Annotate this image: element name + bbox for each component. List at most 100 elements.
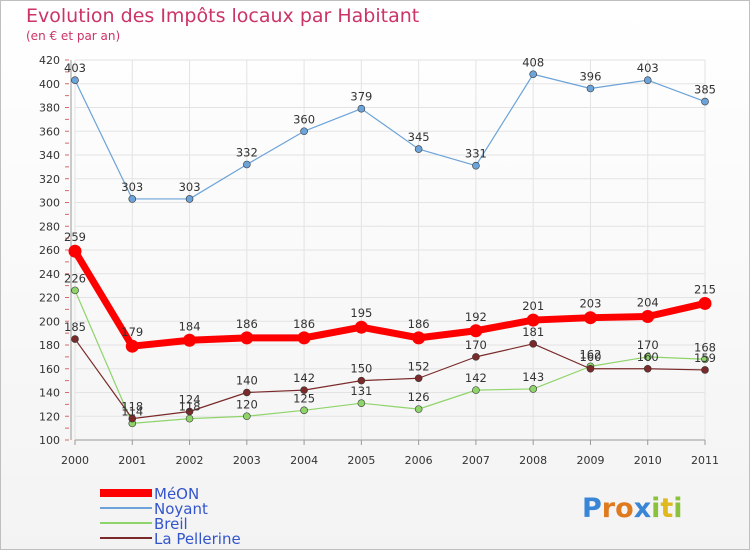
y-tick-label: 180 — [39, 339, 60, 352]
x-tick-label: 2004 — [290, 454, 318, 467]
data-label: 150 — [350, 362, 372, 376]
data-point — [300, 386, 308, 394]
data-point — [183, 333, 197, 347]
y-tick-label: 420 — [39, 54, 60, 67]
proxiti-logo: Proxiti — [582, 493, 683, 524]
logo-letter: i — [673, 493, 682, 524]
data-label: 186 — [408, 317, 430, 331]
data-label: 126 — [408, 390, 430, 404]
data-point — [701, 97, 709, 106]
chart-subtitle: (en € et par an) — [26, 29, 120, 43]
data-point — [643, 76, 652, 84]
data-point — [472, 386, 480, 394]
y-tick-label: 400 — [39, 78, 60, 91]
data-point — [71, 76, 79, 84]
series-line — [74, 73, 706, 200]
data-point — [240, 331, 254, 345]
data-label: 170 — [465, 338, 487, 352]
data-point — [586, 84, 595, 93]
data-point — [243, 160, 251, 169]
data-point — [414, 145, 423, 153]
x-tick-label: 2007 — [462, 454, 490, 467]
data-point — [472, 161, 480, 170]
logo-letter: P — [582, 493, 602, 524]
data-point — [243, 412, 251, 421]
data-label: 195 — [350, 306, 372, 320]
data-point — [414, 405, 423, 413]
series-breil — [71, 286, 709, 428]
legend-label: La Pellerine — [154, 530, 241, 548]
x-tick-label: 2009 — [576, 454, 604, 467]
data-label: 181 — [522, 325, 544, 339]
data-point — [125, 339, 139, 353]
data-label: 203 — [579, 297, 601, 311]
series-la-pellerine — [71, 335, 709, 423]
data-point — [185, 407, 194, 416]
y-tick-label: 220 — [39, 292, 60, 305]
data-label: 162 — [579, 347, 601, 361]
data-label: 114 — [121, 404, 143, 418]
data-label: 396 — [579, 70, 601, 84]
x-tick-label: 2006 — [405, 454, 433, 467]
data-label: 332 — [236, 146, 258, 160]
data-label: 303 — [179, 180, 201, 194]
data-label: 184 — [179, 319, 201, 333]
x-tick-label: 2002 — [176, 454, 204, 467]
data-point — [641, 310, 655, 323]
logo-letter: t — [660, 493, 673, 524]
data-point — [128, 414, 137, 423]
data-point — [185, 414, 194, 423]
y-tick-label: 340 — [39, 149, 60, 162]
legend-label: MéON — [154, 485, 199, 503]
data-label: 160 — [579, 350, 601, 364]
data-label: 215 — [694, 282, 716, 296]
data-label: 201 — [522, 299, 544, 313]
data-point — [529, 385, 537, 393]
data-label: 385 — [694, 83, 716, 97]
x-tick-label: 2011 — [691, 454, 719, 467]
data-label: 192 — [465, 310, 487, 324]
data-point — [643, 364, 652, 373]
logo-letter: x — [634, 493, 651, 524]
data-point — [68, 244, 82, 258]
data-label: 186 — [236, 317, 258, 331]
y-tick-label: 160 — [39, 363, 60, 376]
logo-letter: o — [615, 493, 634, 524]
data-point — [185, 195, 194, 203]
data-point — [414, 374, 423, 383]
grid — [74, 59, 706, 441]
logo-letter: r — [602, 493, 616, 524]
data-point — [243, 388, 251, 397]
data-point — [586, 364, 595, 373]
data-label: 160 — [637, 350, 659, 364]
axes: 100 120 140 160 180 200 220 240 260 280 300 320 340 3… — [39, 54, 719, 467]
data-label: 140 — [236, 374, 258, 388]
data-label: 125 — [293, 391, 315, 405]
data-label: 204 — [637, 296, 659, 310]
series-line — [74, 338, 706, 420]
data-point — [357, 399, 366, 407]
data-label: 118 — [179, 400, 201, 414]
y-tick-label: 320 — [39, 173, 60, 186]
x-tick-label: 2000 — [61, 454, 89, 467]
data-point — [701, 366, 709, 374]
x-tick-label: 2003 — [233, 454, 261, 467]
data-point — [128, 195, 137, 203]
data-point — [71, 286, 79, 295]
y-tick-label: 260 — [39, 244, 60, 257]
logo-text: Proxiti — [582, 493, 683, 524]
data-label: 170 — [637, 338, 659, 352]
y-tick-label: 100 — [39, 434, 60, 447]
data-label: 259 — [64, 230, 86, 244]
data-label: 331 — [465, 147, 487, 161]
data-point — [529, 70, 537, 79]
data-point — [529, 340, 537, 348]
data-label: 159 — [694, 351, 716, 365]
series-layer: 403 303 303 332 360 379 345 331 408 396 403 385 226 1… — [64, 55, 716, 428]
data-label: 118 — [121, 400, 143, 414]
data-label: 403 — [64, 61, 86, 75]
data-point — [357, 104, 366, 113]
data-label: 168 — [694, 340, 716, 354]
data-label: 186 — [293, 317, 315, 331]
